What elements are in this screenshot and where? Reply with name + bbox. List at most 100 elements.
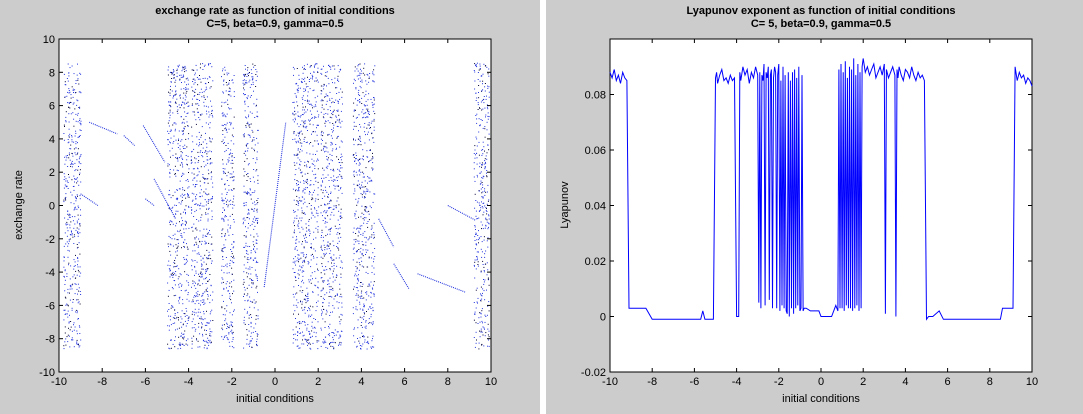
scatter-point <box>294 247 296 249</box>
scatter-point <box>209 150 211 152</box>
scatter-point <box>255 257 257 259</box>
scatter-point <box>297 149 299 151</box>
scatter-point <box>488 75 490 77</box>
scatter-point <box>191 161 193 163</box>
scatter-point <box>244 76 246 77</box>
scatter-point <box>256 151 258 153</box>
scatter-point <box>315 177 317 179</box>
scatter-point <box>210 172 212 174</box>
scatter-point <box>243 185 245 187</box>
scatter-point <box>175 210 177 212</box>
scatter-point <box>318 114 320 116</box>
scatter-point <box>204 240 206 242</box>
scatter-point <box>68 213 70 215</box>
scatter-point <box>364 231 366 233</box>
scatter-point <box>177 239 179 241</box>
scatter-point <box>245 202 247 203</box>
scatter-point <box>299 181 301 183</box>
scatter-point <box>325 226 327 228</box>
scatter-point <box>479 312 481 314</box>
scatter-point <box>251 267 253 268</box>
scatter-point <box>293 199 295 201</box>
scatter-point <box>300 80 302 82</box>
scatter-point <box>169 104 170 106</box>
scatter-point <box>360 292 362 294</box>
scatter-point <box>295 246 297 247</box>
scatter-point <box>169 131 171 132</box>
scatter-point <box>170 85 171 87</box>
scatter-point <box>212 116 214 118</box>
scatter-point <box>171 339 172 341</box>
scatter-point <box>183 75 185 77</box>
scatter-point <box>252 220 254 222</box>
scatter-point <box>221 282 223 284</box>
scatter-point <box>301 78 303 80</box>
scatter-point <box>75 283 77 285</box>
scatter-point <box>368 210 370 212</box>
scatter-point <box>487 200 489 202</box>
scatter-point <box>256 209 258 211</box>
scatter-point <box>255 275 257 277</box>
scatter-point <box>361 81 363 83</box>
scatter-point <box>208 322 210 324</box>
scatter-point <box>185 92 187 94</box>
scatter-point <box>201 295 203 297</box>
scatter-point <box>482 187 484 188</box>
scatter-point <box>185 116 187 117</box>
scatter-point <box>250 257 252 259</box>
scatter-point <box>308 220 310 222</box>
scatter-point <box>362 343 364 345</box>
scatter-point <box>485 65 487 67</box>
scatter-point <box>475 64 477 65</box>
scatter-point <box>294 333 296 335</box>
scatter-point <box>194 303 196 305</box>
scatter-point <box>204 243 206 245</box>
scatter-point <box>250 258 252 260</box>
scatter-point <box>233 221 235 223</box>
scatter-point <box>368 78 370 79</box>
scatter-point <box>476 157 478 159</box>
scatter-point <box>482 334 484 336</box>
scatter-point <box>482 80 484 82</box>
scatter-point <box>209 274 211 275</box>
scatter-point <box>482 184 484 186</box>
scatter-point <box>251 73 253 74</box>
scatter-point <box>179 95 181 97</box>
scatter-point <box>296 236 297 238</box>
scatter-point <box>487 334 489 336</box>
scatter-point <box>243 87 244 89</box>
scatter-point <box>369 73 371 74</box>
scatter-point <box>76 153 78 155</box>
scatter-point <box>301 150 303 152</box>
y-axis-label: exchange rate <box>13 170 25 240</box>
scatter-point <box>205 105 207 107</box>
scatter-point <box>331 259 333 261</box>
scatter-point <box>226 128 227 130</box>
scatter-point <box>226 180 228 181</box>
scatter-point <box>482 326 484 328</box>
scatter-point <box>337 237 339 239</box>
scatter-point <box>484 90 486 92</box>
scatter-point <box>485 217 487 219</box>
scatter-point <box>211 243 213 245</box>
scatter-point <box>190 156 192 158</box>
scatter-point <box>208 173 210 175</box>
scatter-point <box>303 259 305 261</box>
scatter-point <box>76 99 78 101</box>
scatter-point <box>207 337 209 339</box>
scatter-point <box>352 259 354 261</box>
scatter-point <box>361 297 363 299</box>
scatter-point <box>76 182 78 184</box>
scatter-point <box>323 339 325 341</box>
scatter-point <box>221 269 223 271</box>
scatter-point <box>479 68 481 69</box>
scatter-point <box>485 225 487 227</box>
scatter-point <box>76 194 78 196</box>
scatter-point <box>314 131 316 133</box>
scatter-point <box>478 118 480 120</box>
scatter-point <box>231 302 232 304</box>
scatter-point <box>299 269 301 271</box>
scatter-point <box>363 306 365 308</box>
scatter-point <box>307 263 309 265</box>
scatter-point <box>198 273 199 275</box>
